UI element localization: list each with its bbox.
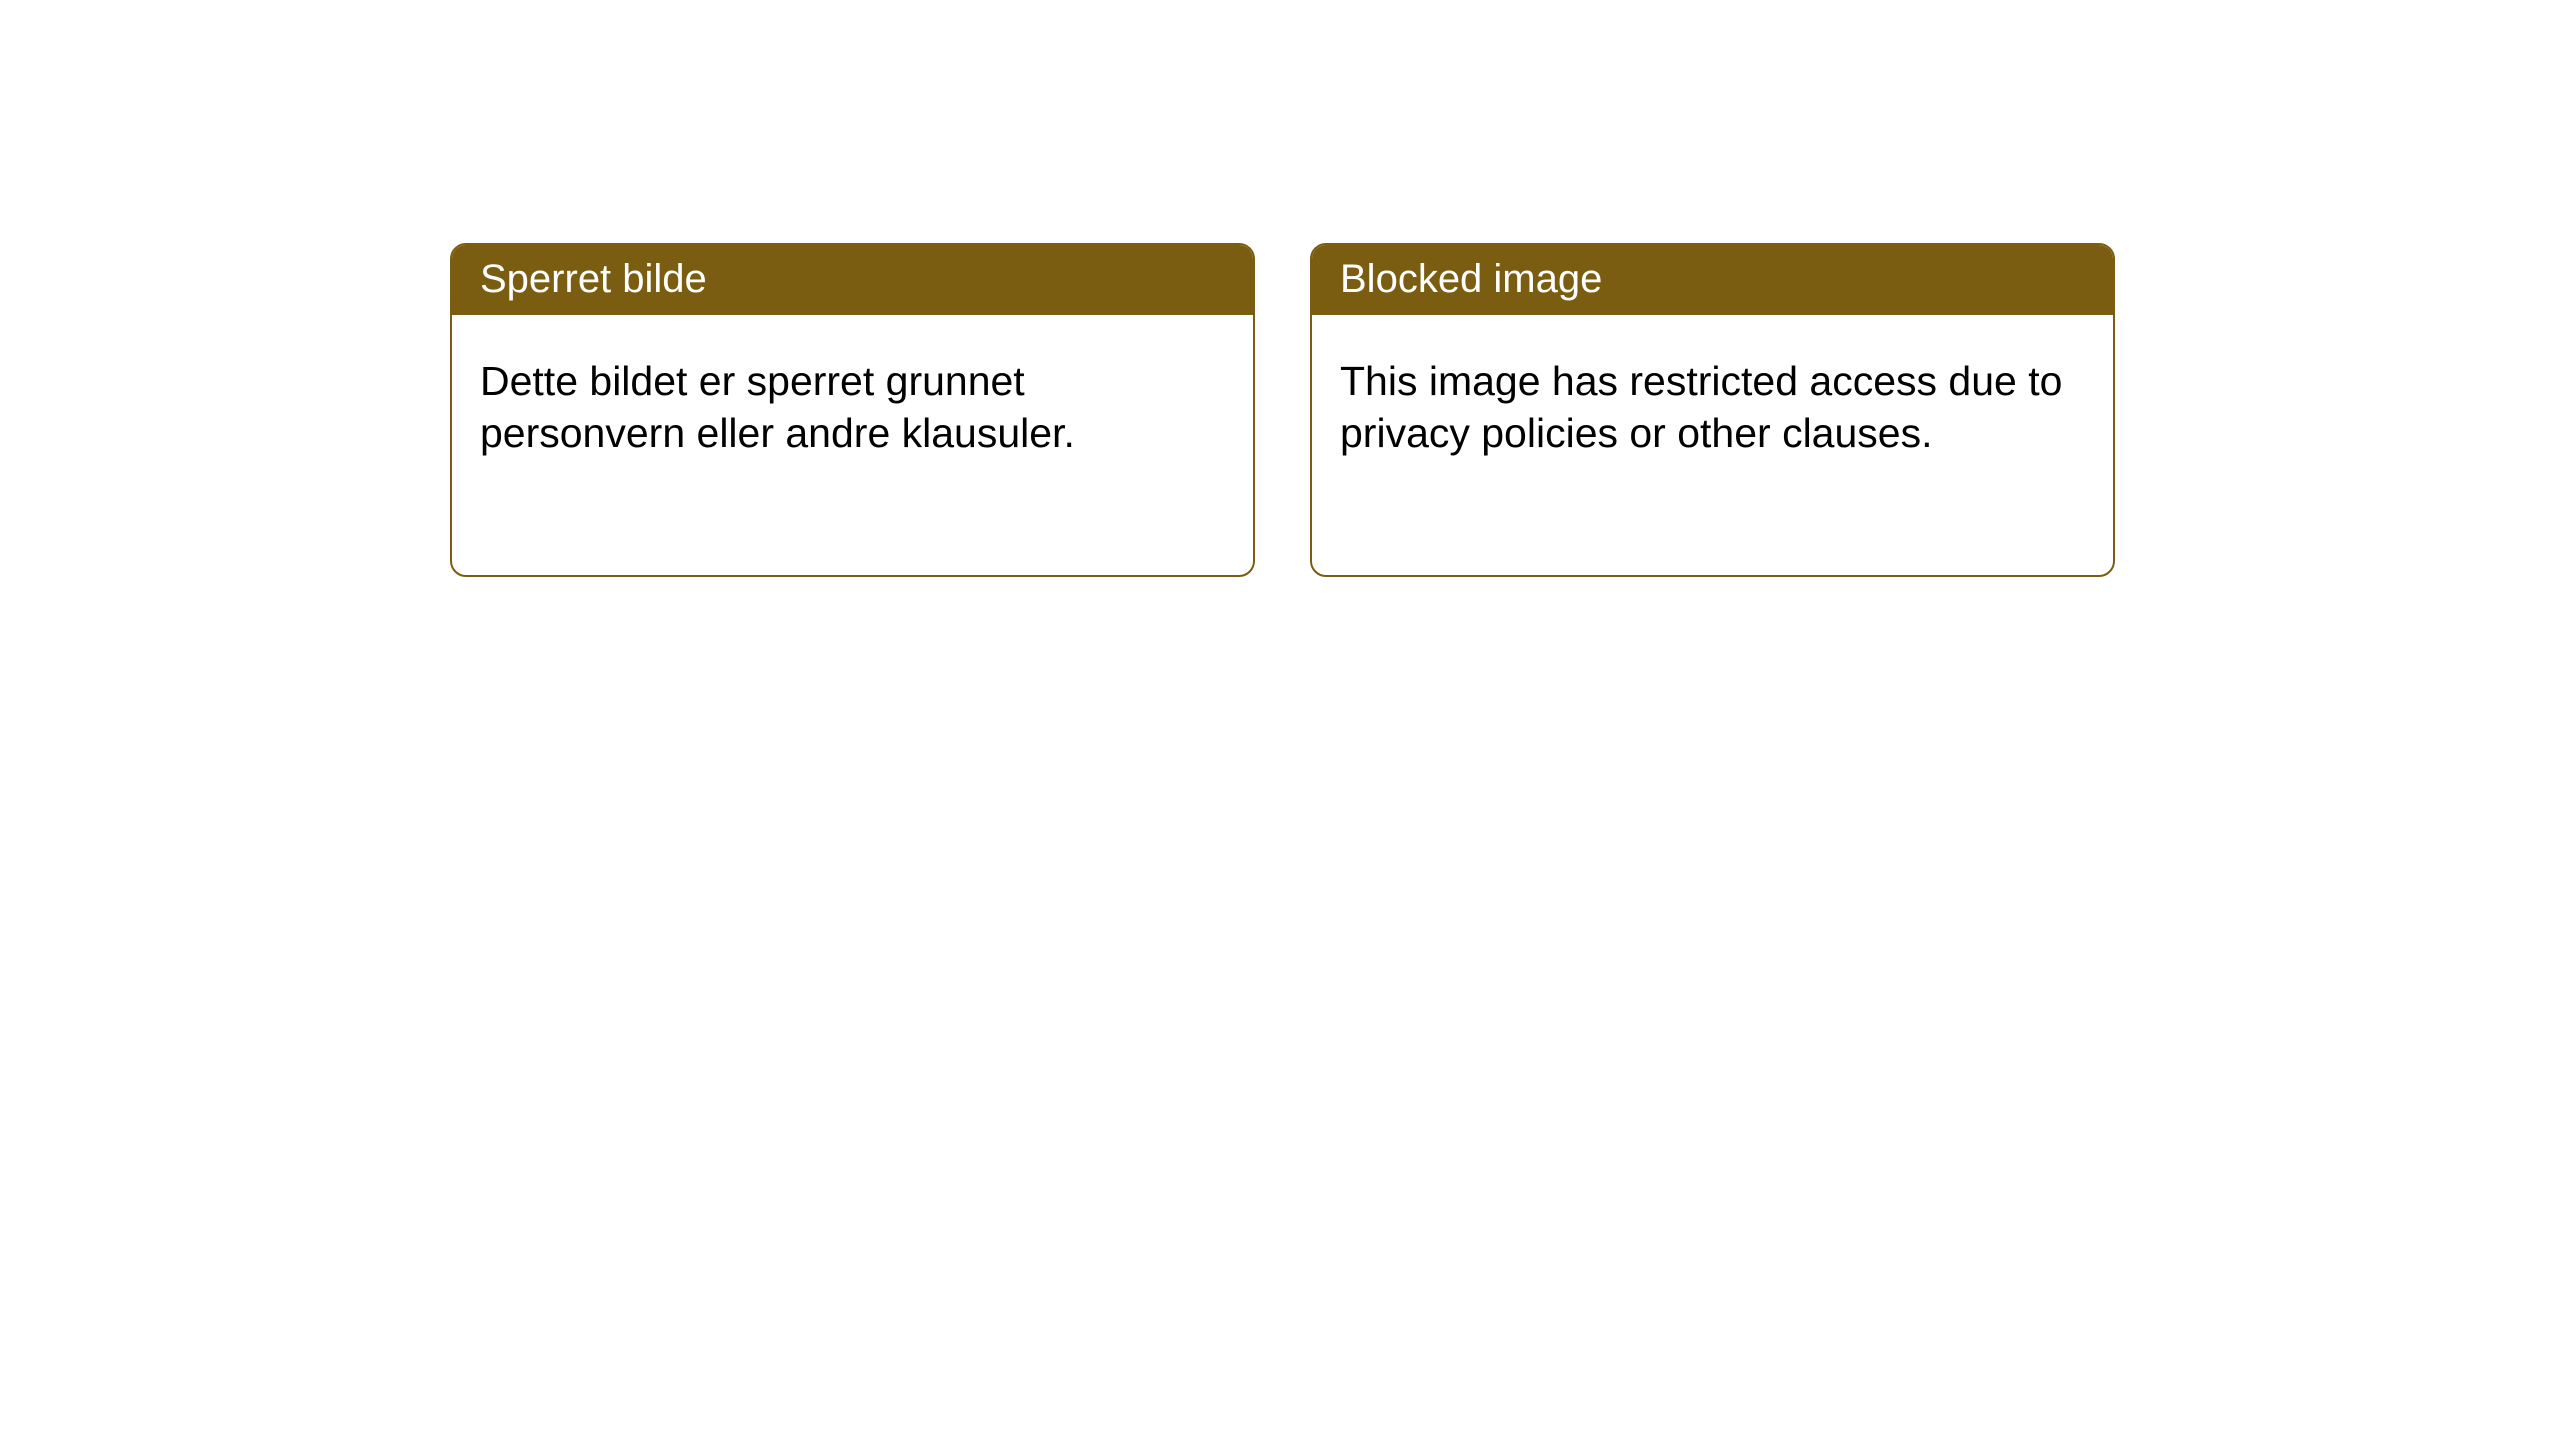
notice-card-english: Blocked image This image has restricted … [1310,243,2115,577]
card-body: Dette bildet er sperret grunnet personve… [452,315,1253,487]
card-body: This image has restricted access due to … [1312,315,2113,487]
notice-card-norwegian: Sperret bilde Dette bildet er sperret gr… [450,243,1255,577]
card-header: Blocked image [1312,245,2113,315]
card-header: Sperret bilde [452,245,1253,315]
notice-cards-container: Sperret bilde Dette bildet er sperret gr… [450,243,2560,577]
